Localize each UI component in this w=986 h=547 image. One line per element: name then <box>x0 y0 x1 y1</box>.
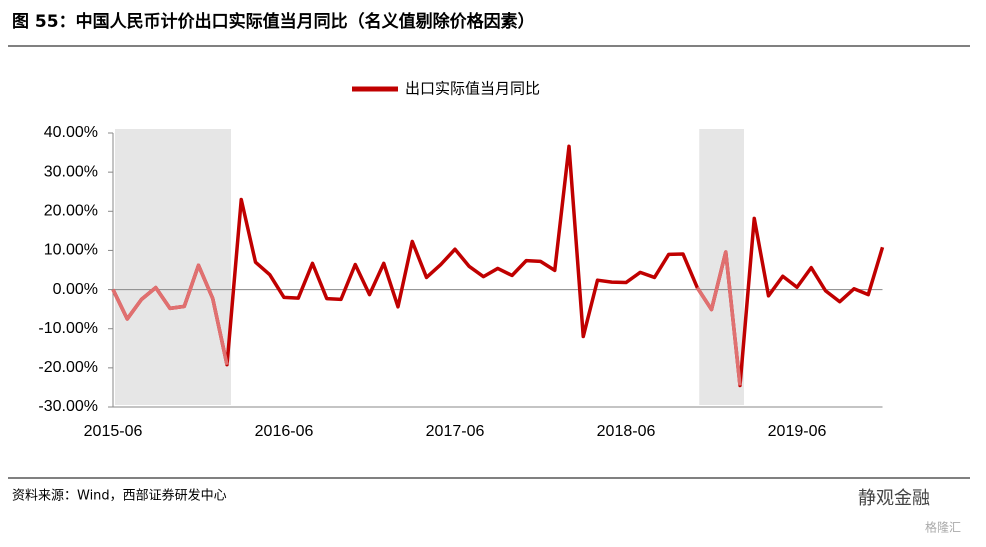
shaded-period <box>115 129 231 405</box>
y-tick-label: 30.00% <box>44 163 98 180</box>
series-line-shaded <box>695 250 742 386</box>
y-tick-label: -20.00% <box>38 359 98 376</box>
y-tick-label: 20.00% <box>44 203 98 220</box>
y-tick-label: -30.00% <box>38 398 98 415</box>
watermark-site: 格隆汇 <box>925 520 961 535</box>
source: 资料来源：Wind，西部证券研发中心 <box>12 488 227 504</box>
x-tick-label: 2017-06 <box>426 423 485 440</box>
x-tick-label: 2018-06 <box>597 423 656 440</box>
watermark-brand: 静观金融 <box>858 488 930 509</box>
legend-label: 出口实际值当月同比 <box>405 80 540 98</box>
y-tick-label: 40.00% <box>44 124 98 141</box>
y-tick-label: 0.00% <box>53 281 98 298</box>
series-line-shaded <box>111 263 229 366</box>
x-tick-label: 2019-06 <box>768 423 827 440</box>
x-tick-label: 2015-06 <box>84 423 143 440</box>
series-line <box>111 144 885 388</box>
y-tick-label: -10.00% <box>38 320 98 337</box>
x-tick-label: 2016-06 <box>255 423 314 440</box>
chart-title: 图 55：中国人民币计价出口实际值当月同比（名义值剔除价格因素） <box>12 11 535 32</box>
y-tick-label: 10.00% <box>44 242 98 259</box>
